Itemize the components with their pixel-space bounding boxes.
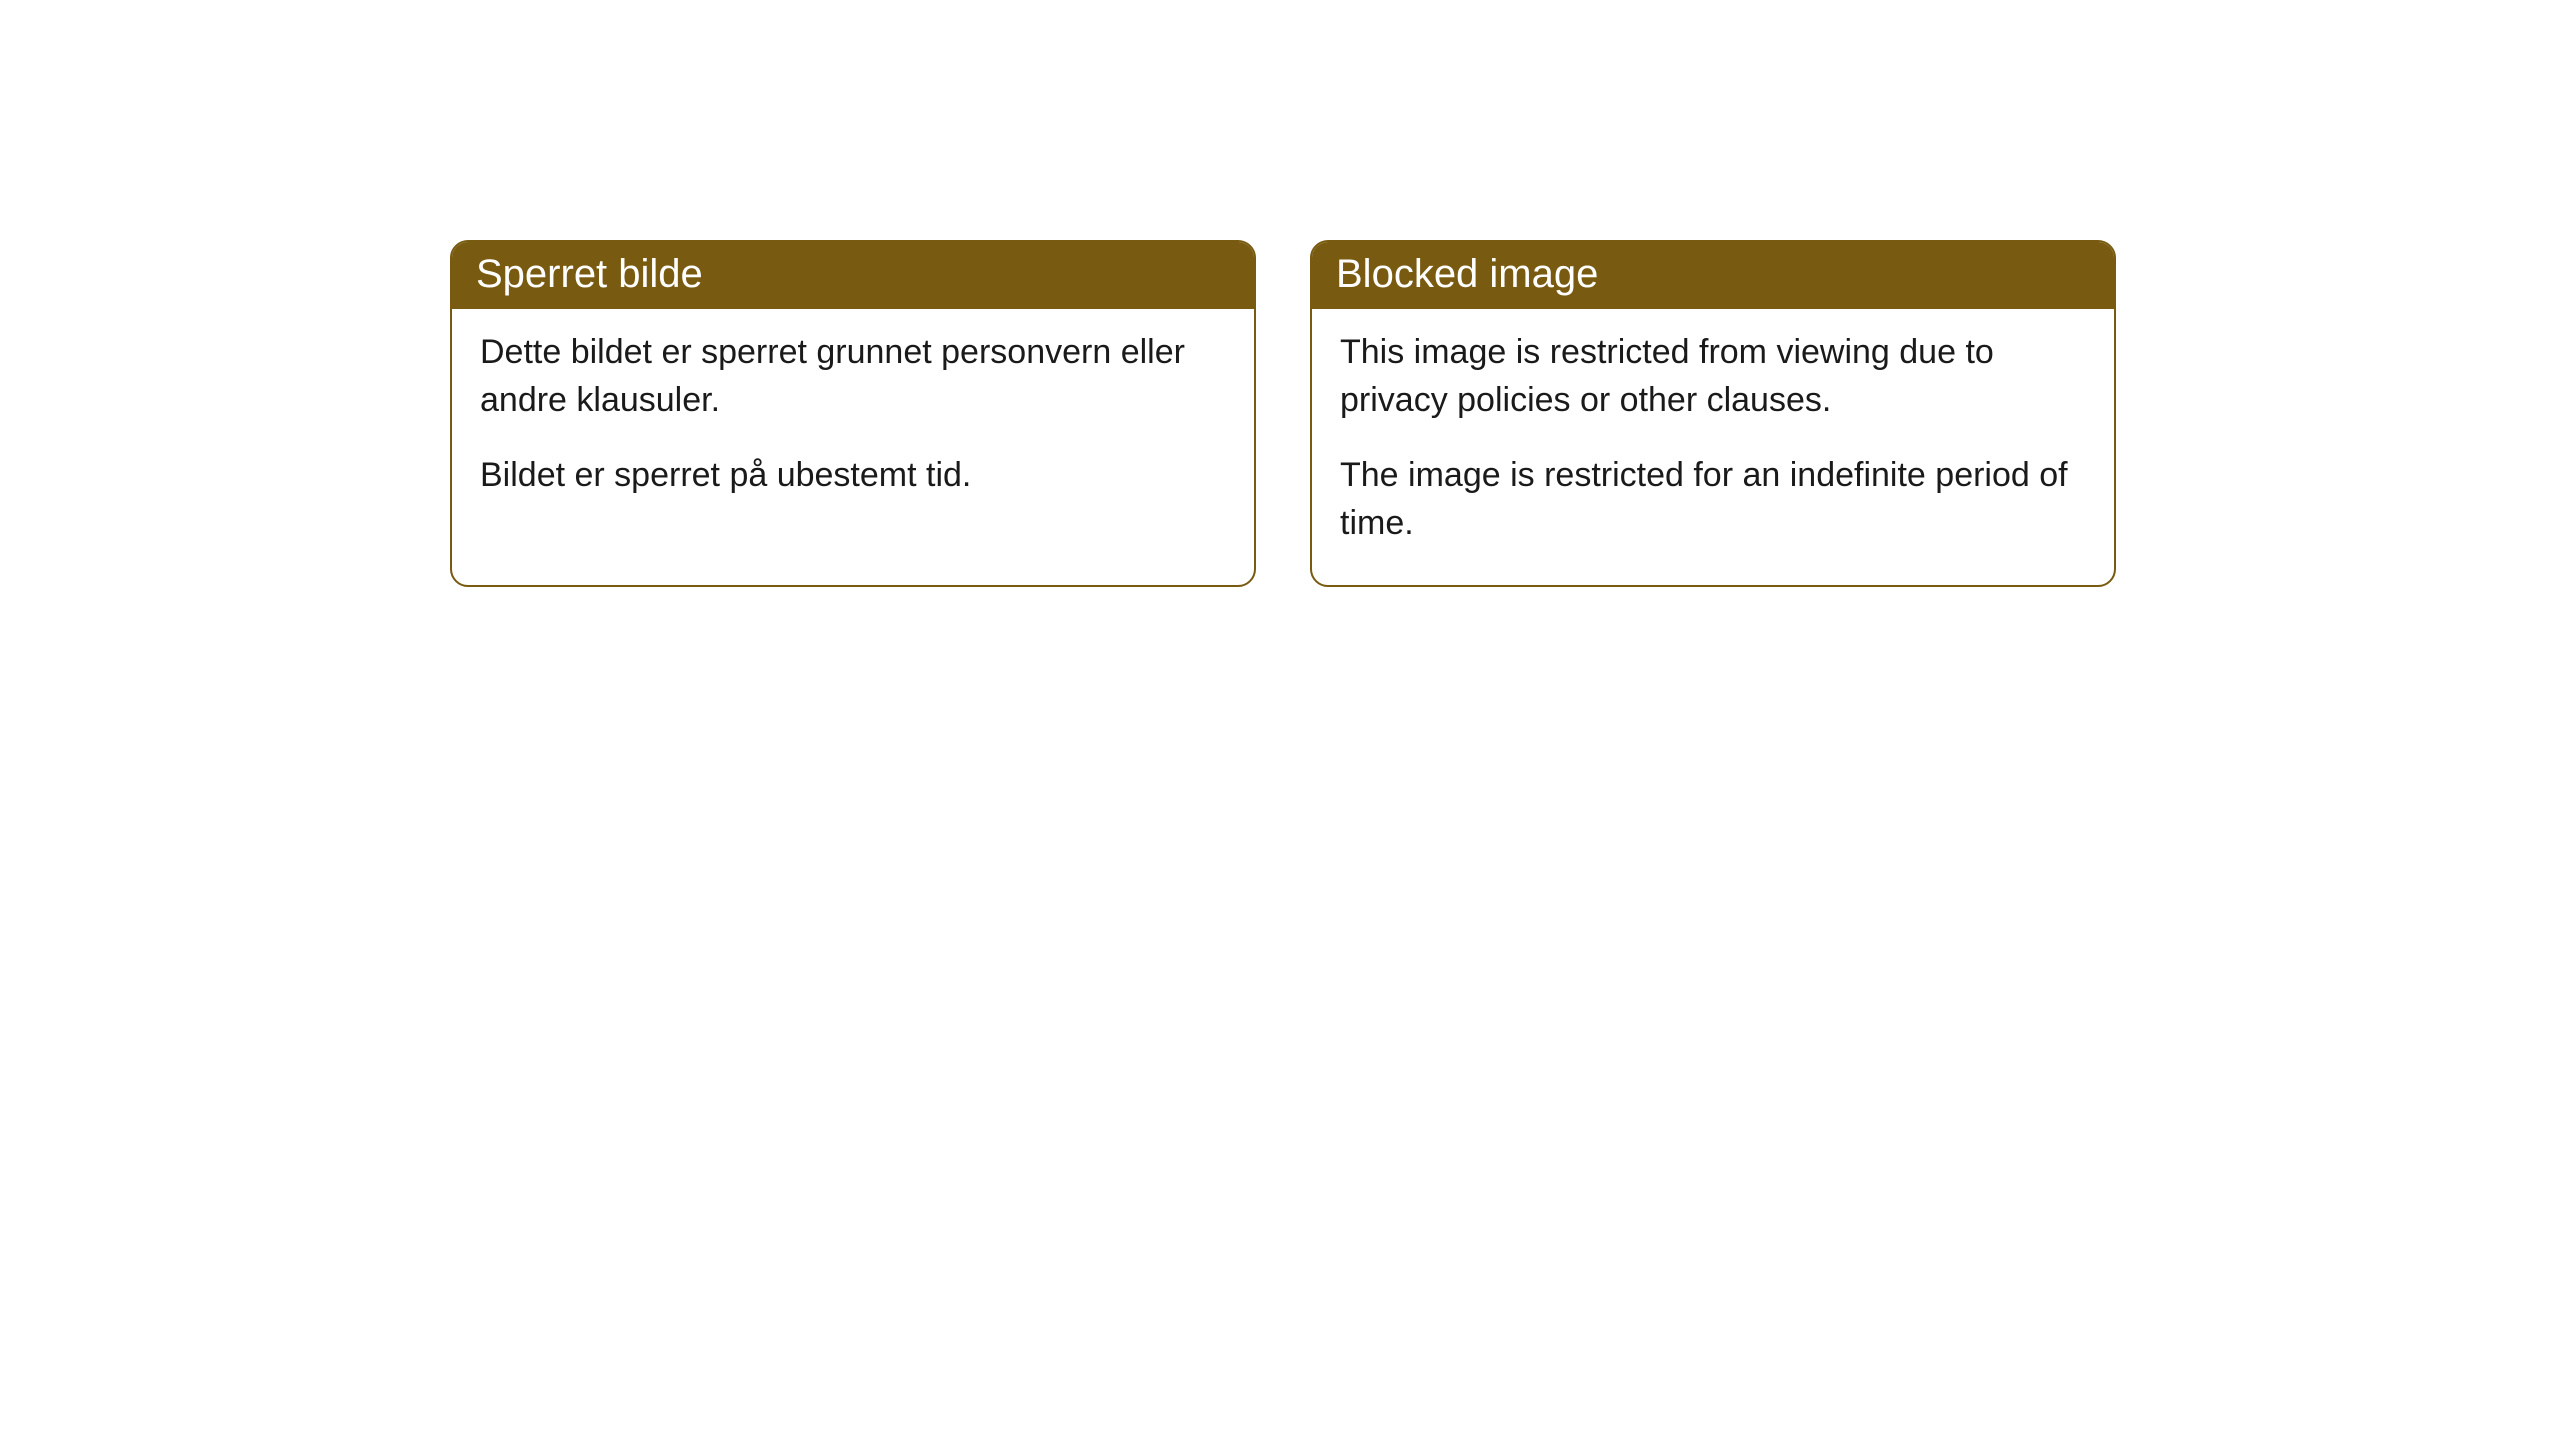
notice-cards-container: Sperret bilde Dette bildet er sperret gr… bbox=[450, 240, 2116, 587]
card-body: This image is restricted from viewing du… bbox=[1312, 309, 2114, 585]
card-paragraph-1: Dette bildet er sperret grunnet personve… bbox=[480, 329, 1226, 424]
card-header: Sperret bilde bbox=[452, 242, 1254, 309]
card-paragraph-2: The image is restricted for an indefinit… bbox=[1340, 452, 2086, 547]
card-title: Sperret bilde bbox=[476, 252, 703, 296]
blocked-image-card-english: Blocked image This image is restricted f… bbox=[1310, 240, 2116, 587]
card-header: Blocked image bbox=[1312, 242, 2114, 309]
card-title: Blocked image bbox=[1336, 252, 1598, 296]
card-paragraph-2: Bildet er sperret på ubestemt tid. bbox=[480, 452, 1226, 500]
blocked-image-card-norwegian: Sperret bilde Dette bildet er sperret gr… bbox=[450, 240, 1256, 587]
card-body: Dette bildet er sperret grunnet personve… bbox=[452, 309, 1254, 538]
card-paragraph-1: This image is restricted from viewing du… bbox=[1340, 329, 2086, 424]
